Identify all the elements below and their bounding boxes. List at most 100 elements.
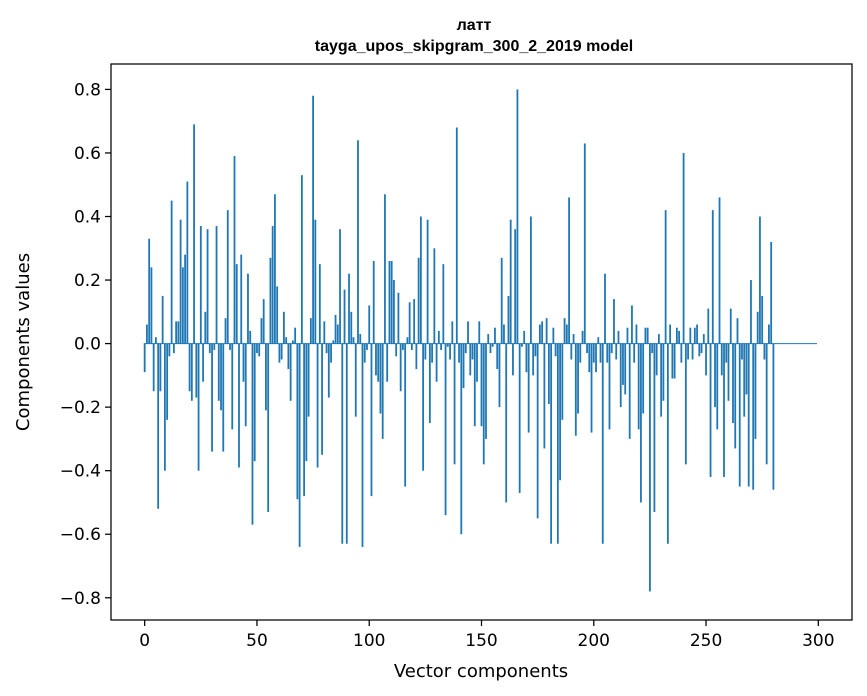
bar [561,343,564,420]
bar [660,343,663,417]
bar [707,308,710,344]
bar [152,343,155,392]
bar [491,343,494,347]
bars-group [143,89,775,592]
bar [265,343,267,411]
bar [213,343,216,350]
bar [244,343,247,427]
bar [615,343,618,360]
bar [586,343,588,354]
bar [424,343,427,360]
bar [487,334,490,344]
bar [476,343,478,382]
bar [166,343,169,420]
bar [720,343,723,376]
bar [399,343,402,392]
bar [509,219,512,344]
bar [473,343,476,427]
bar [274,194,276,344]
chart-title: латт [457,17,492,34]
bar [664,210,667,344]
bar [303,343,306,497]
bar [181,267,184,344]
bar [570,343,573,360]
bar [583,143,586,344]
bar [613,299,615,344]
bar [372,260,375,344]
bar [168,343,171,357]
x-axis: 0 50 100 150 200 250 300 [139,620,835,651]
bar [220,343,222,411]
bar [233,156,236,344]
bar [323,321,326,344]
bar [204,311,207,344]
bar [379,343,382,414]
bar [451,321,454,344]
bar [330,343,332,363]
bar [574,343,577,436]
bar [159,343,162,392]
bar [761,295,764,344]
bar [734,343,737,449]
bar [534,343,537,357]
bar [253,343,256,462]
bar [729,308,732,344]
bar [339,229,341,344]
bar [247,273,249,344]
bar [211,343,213,452]
x-tick-label: 200 [578,631,610,651]
bar [150,267,153,344]
bar [312,95,314,344]
bar [579,343,582,363]
bar [278,343,281,363]
bar [229,343,231,350]
bar [368,305,371,344]
bar [595,343,597,373]
bar [552,327,555,344]
bar [700,343,703,354]
bar [354,343,357,417]
bar [480,343,483,427]
bar [199,226,202,344]
bar [743,343,746,417]
bar [206,229,209,344]
bar [415,343,418,370]
bar [238,343,240,468]
bar [377,343,380,382]
bar [370,343,373,497]
bar [673,343,676,379]
bar [334,314,337,344]
bar [280,343,283,360]
x-tick-label: 150 [465,631,497,651]
bar [276,286,279,344]
bar [709,343,712,478]
bar [478,321,481,344]
bar [635,324,638,344]
bar [437,330,440,344]
bar [453,343,456,465]
bar [505,343,508,503]
bar [752,343,755,490]
bar [146,324,148,344]
bar [646,327,649,344]
bar [759,216,761,344]
bar [736,318,739,344]
bar [251,343,254,525]
bar [343,289,346,344]
bar [314,219,317,344]
bar [624,343,627,395]
bar [179,219,182,344]
bar [148,238,151,344]
bar [684,343,687,465]
bar [644,327,647,344]
bar [298,343,301,547]
bar [619,343,622,408]
bar [550,343,553,544]
y-tick-label: 0.4 [74,208,101,228]
bar [768,324,770,344]
bar [765,343,768,465]
bar [449,343,451,360]
bar [606,343,609,363]
bar [516,89,519,344]
bar [262,299,265,344]
